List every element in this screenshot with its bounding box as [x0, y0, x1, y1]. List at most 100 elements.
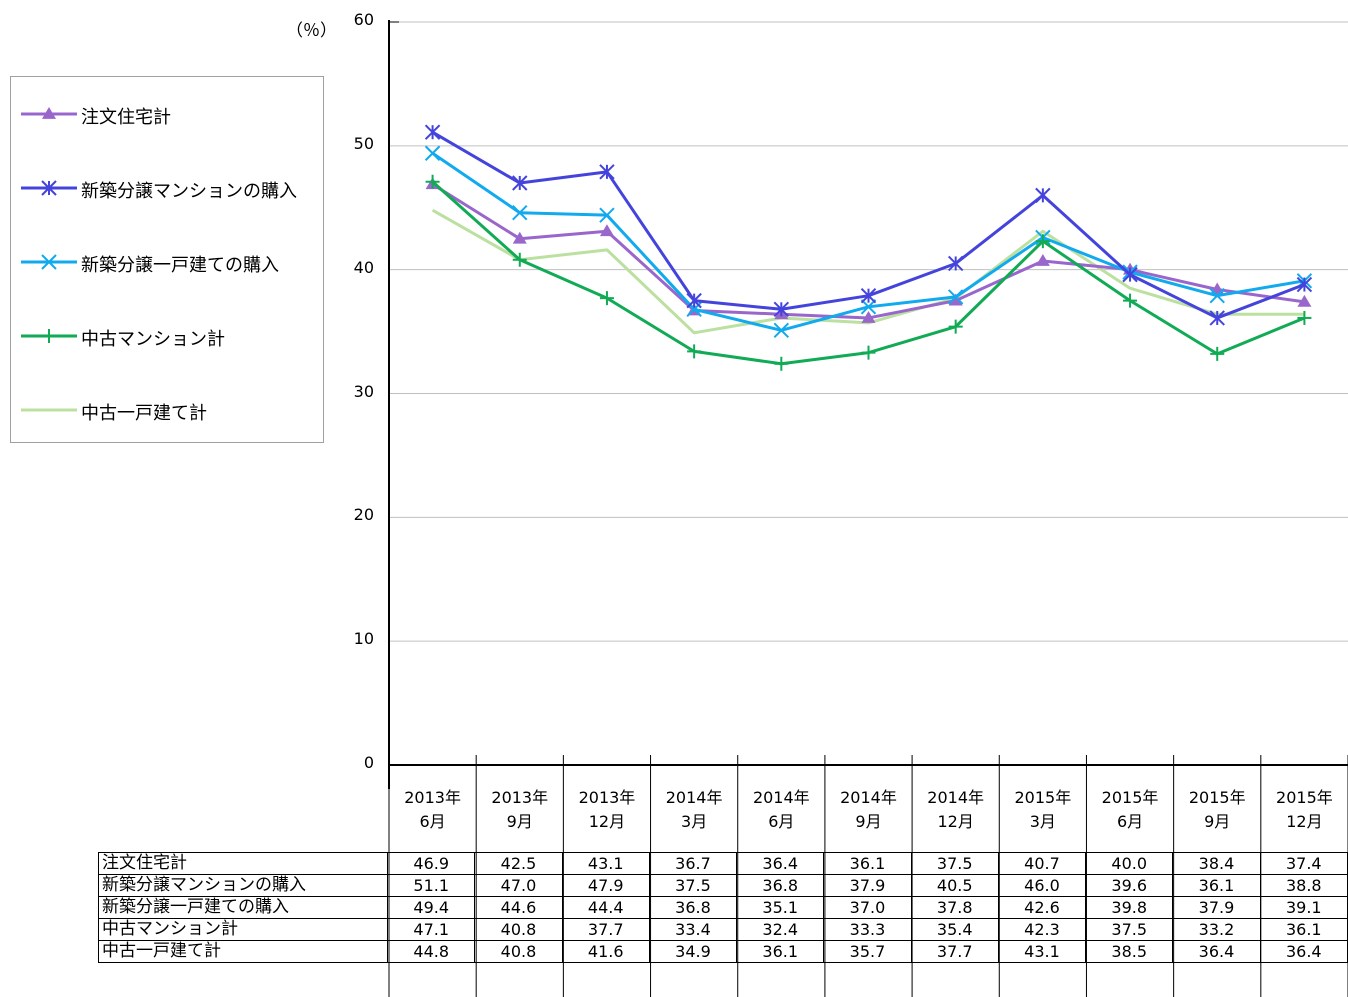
- data-point: [599, 164, 615, 180]
- table-cell: 49.4: [387, 896, 476, 919]
- legend-swatch: [21, 254, 77, 270]
- x-tick-label: 2013年 6月: [404, 788, 461, 831]
- data-point: [773, 301, 790, 318]
- data-point: [1296, 276, 1313, 293]
- x-tick-label: 2014年 9月: [840, 788, 897, 831]
- table-cell: 37.4: [1259, 852, 1348, 875]
- table-row-label: 新築分譲マンションの購入: [97, 874, 389, 897]
- data-point: [948, 293, 963, 306]
- table-cell: 36.1: [1259, 918, 1348, 941]
- table-cell: 42.3: [997, 918, 1087, 941]
- data-point: [512, 204, 528, 221]
- table-cell: 36.8: [736, 874, 825, 897]
- table-row-label: 注文住宅計: [97, 852, 389, 875]
- table-cell: 51.1: [387, 874, 476, 897]
- table-cell: 32.4: [736, 918, 825, 941]
- data-point: [1297, 310, 1312, 325]
- table-cell: 37.5: [1085, 918, 1174, 941]
- legend-item: 新築分譲一戸建ての購入: [11, 247, 325, 277]
- data-point: [424, 145, 441, 161]
- table-cell: 44.4: [561, 896, 650, 919]
- table-cell: 46.0: [997, 874, 1087, 897]
- table-row-label: 中古マンション計: [97, 918, 389, 941]
- table-cell: 34.9: [648, 940, 738, 963]
- table-cell: 38.5: [1085, 940, 1174, 963]
- x-tick-label: 2015年 9月: [1188, 788, 1246, 831]
- data-point: [1123, 293, 1138, 308]
- y-tick-label: 20: [353, 505, 374, 525]
- table-cell: 40.8: [474, 940, 563, 963]
- legend-swatch: [21, 329, 77, 343]
- legend-label: 注文住宅計: [81, 107, 171, 128]
- table-cell: 36.4: [736, 852, 825, 875]
- table-row-label: 新築分譲一戸建ての購入: [97, 896, 389, 919]
- y-tick-label: 50: [353, 133, 374, 153]
- table-cell: 37.9: [1172, 896, 1261, 919]
- table-cell: 35.1: [736, 896, 825, 919]
- table-cell: 35.4: [910, 918, 999, 941]
- data-point: [860, 287, 877, 304]
- data-point: [861, 345, 876, 360]
- series-line: [431, 208, 1305, 335]
- y-tick-label: 0: [363, 753, 374, 772]
- data-point: [599, 224, 614, 237]
- data-point: [512, 231, 527, 244]
- x-tick-label: 2014年 12月: [927, 788, 985, 831]
- data-point: [686, 292, 702, 309]
- x-tick-label: 2014年 3月: [665, 788, 723, 831]
- table-cell: 43.1: [997, 940, 1087, 963]
- x-tick-label: 2013年 12月: [578, 788, 636, 831]
- legend-item: 中古マンション計: [11, 321, 325, 351]
- table-cell: 33.3: [823, 918, 912, 941]
- table-cell: 38.4: [1172, 852, 1261, 875]
- data-point: [41, 180, 57, 196]
- table-cell: 46.9: [387, 852, 476, 875]
- table-cell: 37.9: [823, 874, 912, 897]
- data-point: [425, 174, 440, 189]
- x-tick-label: 2015年 6月: [1101, 788, 1159, 831]
- table-cell: 39.6: [1085, 874, 1174, 897]
- series-line: [431, 180, 1305, 366]
- table-cell: 37.7: [561, 918, 650, 941]
- table-cell: 36.4: [1172, 940, 1261, 963]
- legend-item: 中古一戸建て計: [11, 395, 325, 425]
- table-row: 中古マンション計 47.1 40.8 37.7 33.4 32.4 33.3 35.4 42.3…: [97, 918, 1348, 941]
- legend-item: 新築分譲マンションの購入: [11, 173, 325, 203]
- data-point: [773, 322, 790, 339]
- data-point: [1035, 253, 1050, 266]
- table-cell: 44.6: [474, 896, 563, 919]
- y-tick-label: 40: [353, 257, 374, 277]
- table-cell: 40.7: [997, 852, 1087, 875]
- legend-swatch: [21, 107, 77, 119]
- table-cell: 36.1: [823, 852, 912, 875]
- data-point: [948, 319, 963, 334]
- y-tick-label: 10: [353, 629, 374, 649]
- data-point: [599, 291, 614, 306]
- data-point: [947, 289, 964, 305]
- data-point: [1209, 287, 1225, 304]
- table-row-label: 中古一戸建て計: [97, 940, 389, 963]
- data-point: [512, 252, 527, 267]
- legend-label: 新築分譲マンションの購入: [81, 181, 297, 202]
- y-axis-unit-label: （％）: [286, 21, 337, 41]
- data-point: [860, 299, 877, 315]
- data-point: [1209, 310, 1225, 326]
- x-tick-label: 2013年 9月: [491, 788, 549, 831]
- y-tick-label: 60: [353, 10, 374, 29]
- data-point: [1210, 346, 1225, 361]
- data-point: [774, 356, 789, 371]
- data-point: [1122, 266, 1138, 283]
- table-cell: 40.5: [910, 874, 999, 897]
- data-point: [1297, 294, 1312, 307]
- legend-label: 中古マンション計: [81, 329, 225, 350]
- legend-label: 新築分譲一戸建ての購入: [81, 255, 279, 276]
- table-row: 新築分譲一戸建ての購入 49.4 44.6 44.4 36.8 35.1 37.0 37.8 4…: [97, 896, 1348, 919]
- legend: 注文住宅計新築分譲マンションの購入 新築分譲一戸建ての購入 中古マンション計中古一戸…: [10, 76, 324, 443]
- table-row: 注文住宅計 46.9 42.5 43.1 36.7 36.4 36.1 37.5 40.7 40.…: [97, 852, 1348, 875]
- table-cell: 39.1: [1259, 896, 1348, 919]
- table-cell: 43.1: [561, 852, 650, 875]
- table-cell: 38.8: [1259, 874, 1348, 897]
- data-point: [1035, 234, 1050, 249]
- x-tick-label: 2015年 12月: [1276, 788, 1333, 831]
- table-cell: 35.7: [823, 940, 912, 963]
